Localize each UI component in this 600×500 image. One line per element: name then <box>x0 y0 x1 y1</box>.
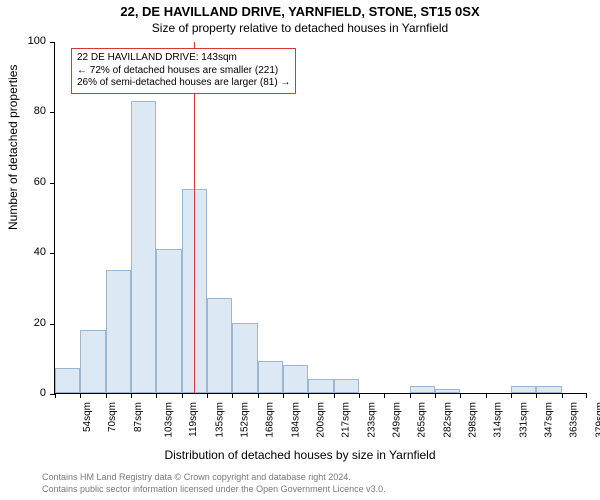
x-axis-label: Distribution of detached houses by size … <box>0 448 600 462</box>
histogram-bar <box>536 386 561 393</box>
xtick-mark <box>511 393 512 398</box>
footer-line2: Contains public sector information licen… <box>42 484 386 494</box>
histogram-bar <box>258 361 283 393</box>
xtick-mark <box>334 393 335 398</box>
histogram-bar <box>207 298 232 393</box>
xtick-label: 54sqm <box>82 402 93 432</box>
histogram-bar <box>131 101 156 393</box>
xtick-label: 70sqm <box>107 402 118 432</box>
xtick-mark <box>80 393 81 398</box>
ytick-label: 60 <box>0 176 46 188</box>
xtick-mark <box>435 393 436 398</box>
xtick-label: 103sqm <box>164 402 175 438</box>
marker-line <box>194 42 195 393</box>
histogram-bar <box>435 389 460 393</box>
title-line1: 22, DE HAVILLAND DRIVE, YARNFIELD, STONE… <box>0 4 600 19</box>
xtick-label: 200sqm <box>316 402 327 438</box>
histogram-bar <box>55 368 80 393</box>
chart-container: 22, DE HAVILLAND DRIVE, YARNFIELD, STONE… <box>0 0 600 500</box>
histogram-bar <box>308 379 333 393</box>
xtick-label: 298sqm <box>468 402 479 438</box>
xtick-mark <box>586 393 587 398</box>
xtick-label: 265sqm <box>417 402 428 438</box>
xtick-mark <box>359 393 360 398</box>
ytick-label: 80 <box>0 105 46 117</box>
xtick-mark <box>283 393 284 398</box>
xtick-mark <box>258 393 259 398</box>
xtick-mark <box>486 393 487 398</box>
histogram-bar <box>410 386 435 393</box>
xtick-mark <box>384 393 385 398</box>
title-line2: Size of property relative to detached ho… <box>0 21 600 35</box>
ytick-mark <box>50 324 55 325</box>
xtick-mark <box>156 393 157 398</box>
ytick-label: 40 <box>0 246 46 258</box>
xtick-label: 314sqm <box>493 402 504 438</box>
annotation-line: 22 DE HAVILLAND DRIVE: 143sqm <box>77 52 290 65</box>
annotation-box: 22 DE HAVILLAND DRIVE: 143sqm← 72% of de… <box>71 48 296 94</box>
ytick-mark <box>50 112 55 113</box>
y-axis-label: Number of detached properties <box>6 65 20 230</box>
ytick-label: 20 <box>0 317 46 329</box>
histogram-bar <box>106 270 131 393</box>
histogram-bar <box>156 249 181 393</box>
xtick-label: 363sqm <box>569 402 580 438</box>
xtick-mark <box>131 393 132 398</box>
ytick-mark <box>50 253 55 254</box>
histogram-bar <box>334 379 359 393</box>
xtick-mark <box>410 393 411 398</box>
footer-line1: Contains HM Land Registry data © Crown c… <box>42 472 351 482</box>
plot-area: 22 DE HAVILLAND DRIVE: 143sqm← 72% of de… <box>54 42 586 394</box>
annotation-line: ← 72% of detached houses are smaller (22… <box>77 65 290 78</box>
xtick-label: 347sqm <box>544 402 555 438</box>
xtick-mark <box>106 393 107 398</box>
ytick-mark <box>50 42 55 43</box>
xtick-label: 135sqm <box>214 402 225 438</box>
xtick-mark <box>207 393 208 398</box>
xtick-label: 249sqm <box>392 402 403 438</box>
xtick-label: 233sqm <box>366 402 377 438</box>
histogram-bar <box>232 323 257 393</box>
xtick-label: 217sqm <box>341 402 352 438</box>
xtick-label: 168sqm <box>265 402 276 438</box>
xtick-label: 184sqm <box>290 402 301 438</box>
xtick-mark <box>182 393 183 398</box>
ytick-mark <box>50 183 55 184</box>
histogram-bar <box>283 365 308 393</box>
annotation-line: 26% of semi-detached houses are larger (… <box>77 77 290 90</box>
xtick-label: 119sqm <box>188 402 199 437</box>
xtick-label: 152sqm <box>240 402 251 438</box>
xtick-mark <box>55 393 56 398</box>
xtick-mark <box>232 393 233 398</box>
ytick-label: 100 <box>0 35 46 47</box>
histogram-bar <box>80 330 105 393</box>
xtick-label: 282sqm <box>442 402 453 438</box>
ytick-label: 0 <box>0 387 46 399</box>
xtick-mark <box>308 393 309 398</box>
xtick-label: 331sqm <box>518 402 529 438</box>
xtick-label: 379sqm <box>594 402 600 438</box>
xtick-mark <box>562 393 563 398</box>
xtick-label: 87sqm <box>133 402 144 432</box>
xtick-mark <box>460 393 461 398</box>
histogram-bar <box>511 386 536 393</box>
xtick-mark <box>536 393 537 398</box>
